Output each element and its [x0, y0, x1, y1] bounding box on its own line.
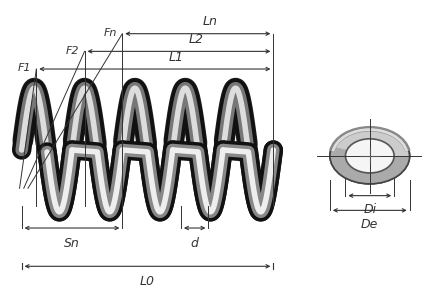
Text: L1: L1 — [168, 51, 183, 64]
Text: Di: Di — [363, 203, 377, 216]
Text: De: De — [361, 218, 379, 231]
Text: Fn: Fn — [104, 28, 117, 38]
Text: Ln: Ln — [203, 15, 218, 28]
Text: L2: L2 — [188, 33, 203, 46]
Wedge shape — [330, 146, 410, 184]
Circle shape — [330, 128, 410, 184]
Text: F2: F2 — [66, 46, 79, 56]
Text: d: d — [191, 237, 198, 250]
Text: F1: F1 — [18, 63, 31, 74]
Text: L0: L0 — [140, 275, 155, 288]
Circle shape — [346, 139, 394, 173]
Text: Sn: Sn — [64, 237, 80, 250]
